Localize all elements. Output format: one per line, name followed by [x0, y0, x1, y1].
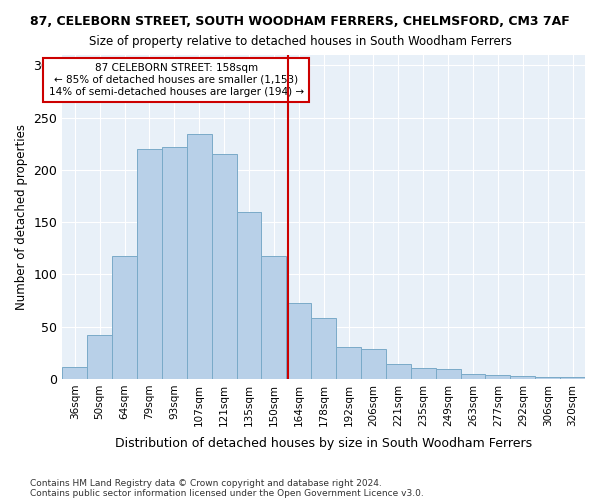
Text: 87 CELEBORN STREET: 158sqm
← 85% of detached houses are smaller (1,153)
14% of s: 87 CELEBORN STREET: 158sqm ← 85% of deta… — [49, 64, 304, 96]
Bar — [411, 368, 436, 379]
Bar — [436, 370, 461, 379]
Bar — [262, 256, 286, 379]
Bar — [162, 147, 187, 379]
Bar — [62, 368, 87, 379]
Text: Size of property relative to detached houses in South Woodham Ferrers: Size of property relative to detached ho… — [89, 35, 511, 48]
Bar — [560, 377, 585, 379]
Text: 87, CELEBORN STREET, SOUTH WOODHAM FERRERS, CHELMSFORD, CM3 7AF: 87, CELEBORN STREET, SOUTH WOODHAM FERRE… — [30, 15, 570, 28]
Bar — [286, 302, 311, 379]
Text: Contains public sector information licensed under the Open Government Licence v3: Contains public sector information licen… — [30, 488, 424, 498]
Bar — [212, 154, 236, 379]
Bar — [535, 377, 560, 379]
Text: Contains HM Land Registry data © Crown copyright and database right 2024.: Contains HM Land Registry data © Crown c… — [30, 478, 382, 488]
Bar — [87, 335, 112, 379]
Bar — [236, 212, 262, 379]
Bar — [137, 149, 162, 379]
Bar — [311, 318, 336, 379]
Bar — [112, 256, 137, 379]
Bar — [361, 348, 386, 379]
Bar — [485, 374, 511, 379]
Bar — [461, 374, 485, 379]
Bar — [386, 364, 411, 379]
Bar — [336, 346, 361, 379]
Bar — [511, 376, 535, 379]
Bar — [187, 134, 212, 379]
Y-axis label: Number of detached properties: Number of detached properties — [15, 124, 28, 310]
X-axis label: Distribution of detached houses by size in South Woodham Ferrers: Distribution of detached houses by size … — [115, 437, 532, 450]
